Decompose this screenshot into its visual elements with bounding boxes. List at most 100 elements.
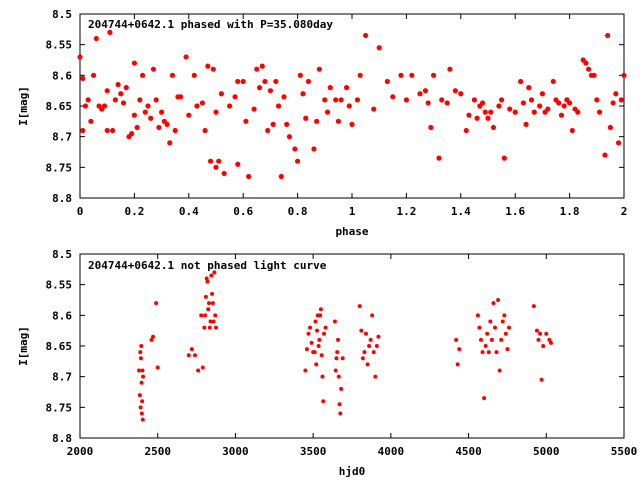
data-point	[286, 134, 293, 140]
x-tick-label: 0.2	[124, 205, 144, 218]
data-point	[567, 100, 573, 106]
data-point	[477, 325, 482, 330]
data-point	[362, 350, 367, 355]
data-point	[550, 78, 556, 85]
data-point	[499, 337, 504, 342]
data-point	[314, 362, 319, 367]
data-point	[323, 325, 328, 330]
data-point	[159, 109, 165, 115]
x-tick-label: 1.2	[396, 205, 416, 218]
data-point	[91, 72, 97, 78]
data-point	[596, 109, 603, 115]
data-point	[536, 337, 541, 342]
data-point	[156, 124, 162, 131]
data-point	[367, 344, 372, 348]
data-point	[218, 91, 225, 97]
data-point	[316, 344, 321, 348]
data-point	[317, 337, 322, 342]
data-point	[137, 97, 143, 103]
data-point	[200, 365, 205, 370]
data-point	[492, 325, 497, 330]
data-point	[202, 127, 208, 134]
y-tick-label: 8.75	[46, 161, 73, 174]
data-point	[336, 374, 341, 379]
x-tick-label: 4000	[378, 445, 405, 458]
data-point	[485, 115, 491, 121]
data-point	[335, 350, 340, 355]
data-point	[183, 54, 189, 60]
data-point	[333, 97, 339, 103]
data-point	[206, 307, 211, 312]
y-axis-label: I[mag]	[17, 326, 30, 366]
data-point	[390, 94, 396, 100]
data-point	[203, 313, 208, 318]
data-point	[436, 155, 442, 161]
data-point	[137, 368, 142, 373]
x-tick-label: 0.8	[288, 205, 308, 218]
data-point	[496, 298, 501, 302]
x-tick-label: 1	[349, 205, 356, 218]
data-point	[334, 356, 339, 361]
data-point	[312, 350, 317, 355]
data-point	[316, 66, 322, 72]
data-point	[488, 319, 493, 324]
data-point	[118, 91, 124, 97]
data-point	[458, 91, 464, 97]
data-point	[479, 337, 484, 342]
data-point	[561, 103, 567, 109]
data-point	[337, 402, 342, 407]
data-point	[235, 78, 241, 85]
plot-frame	[79, 13, 625, 199]
data-point	[134, 124, 140, 131]
data-point	[259, 63, 265, 69]
data-point	[425, 100, 431, 106]
data-point	[534, 328, 539, 333]
x-tick-label: 1.4	[451, 205, 471, 218]
data-point	[613, 91, 619, 97]
data-point	[313, 319, 318, 324]
data-point	[207, 301, 212, 306]
data-point	[196, 368, 201, 373]
chart-title: 204744+0642.1 not phased light curve	[88, 259, 327, 272]
data-point	[602, 152, 608, 158]
data-point	[371, 350, 376, 355]
data-point	[531, 109, 537, 115]
data-point	[512, 109, 518, 115]
data-point	[354, 97, 361, 103]
data-point	[93, 35, 99, 42]
chart-title: 204744+0642.1 phased with P=35.080day	[88, 18, 333, 31]
data-point	[139, 72, 146, 78]
data-point	[205, 63, 211, 69]
data-point	[246, 173, 252, 180]
data-point	[322, 331, 327, 336]
data-point	[139, 411, 144, 416]
data-point	[518, 78, 524, 85]
data-point	[500, 319, 505, 324]
data-point	[340, 356, 345, 361]
data-point	[178, 94, 184, 100]
x-tick-labels: 0 0.2 0.4 0.6 0.8 1 1.2 1.4 1.6 1.8 2	[77, 205, 628, 218]
data-point	[112, 97, 118, 103]
data-point	[262, 78, 268, 85]
data-point	[240, 78, 246, 85]
x-tick-label: 5500	[611, 445, 638, 458]
data-point	[209, 273, 214, 278]
data-point	[186, 112, 192, 118]
data-point	[494, 350, 499, 355]
x-tick-label: 3000	[222, 445, 249, 458]
x-tick-label: 4500	[455, 445, 482, 458]
y-tick-label: 8.6	[52, 309, 72, 322]
data-point	[455, 362, 460, 367]
data-point	[82, 103, 89, 109]
y-tick-labels: 8.5 8.55 8.6 8.65 8.7 8.75 8.8	[46, 248, 73, 445]
data-point	[528, 97, 535, 103]
data-point	[398, 72, 404, 78]
data-point	[199, 313, 204, 318]
data-point	[153, 97, 159, 103]
data-point	[496, 103, 502, 109]
data-point	[148, 115, 154, 121]
data-point	[139, 344, 144, 348]
data-point	[474, 115, 480, 121]
data-point	[138, 356, 143, 361]
data-point	[281, 94, 287, 100]
